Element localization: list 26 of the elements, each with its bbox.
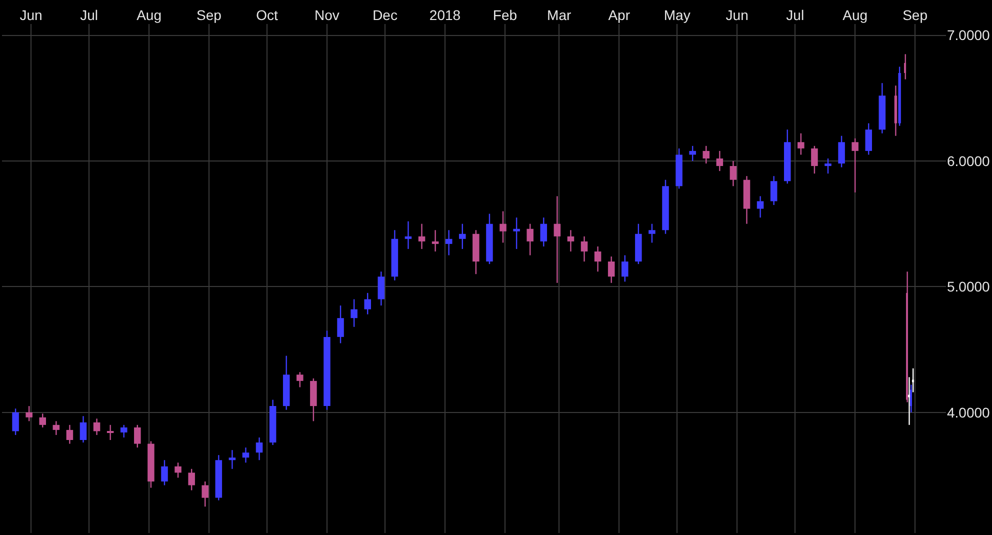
x-tick-label: 2018 (429, 7, 461, 24)
x-tick-label: Oct (256, 7, 278, 24)
x-tick-label: May (664, 7, 690, 24)
x-tick-label: Feb (492, 7, 518, 24)
x-tick-label: Apr (608, 7, 630, 24)
candlestick (798, 132, 804, 156)
y-tick-label: 4.0000 (947, 404, 990, 420)
y-tick-label: 6.0000 (947, 152, 990, 169)
x-tick-label: Aug (842, 7, 868, 24)
x-tick-label: Jun (726, 7, 748, 24)
y-tick-label: 5.0000 (947, 278, 990, 295)
x-tick-label: Jul (80, 7, 98, 24)
x-tick-label: Sep (196, 7, 222, 24)
x-tick-label: Dec (372, 7, 398, 24)
candlestick (296, 372, 304, 388)
x-tick-label: Aug (136, 7, 162, 24)
x-tick-label: Jun (20, 7, 42, 24)
candlestick (364, 292, 371, 315)
x-tick-label: Sep (902, 7, 928, 24)
candlestick (852, 138, 858, 194)
candlestick (648, 223, 656, 244)
y-tick-label: 7.0000 (947, 27, 990, 44)
x-tick-label: Nov (314, 7, 340, 24)
candlestick (202, 480, 208, 508)
x-tick-label: Jul (786, 7, 804, 24)
x-tick-label: Mar (547, 7, 572, 24)
